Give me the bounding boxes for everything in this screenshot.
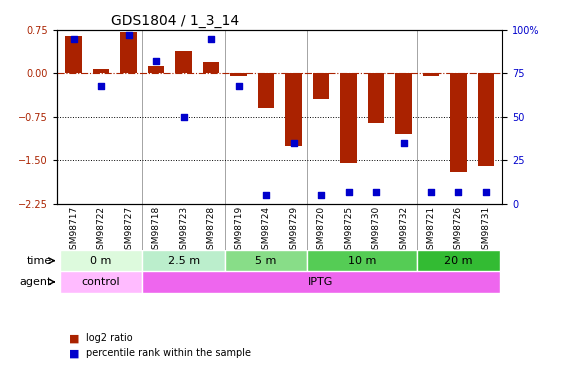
Point — [207, 36, 216, 42]
Text: GSM98731: GSM98731 — [481, 206, 490, 255]
Text: GSM98726: GSM98726 — [454, 206, 463, 255]
Text: 5 m: 5 m — [255, 256, 277, 266]
Text: percentile rank within the sample: percentile rank within the sample — [86, 348, 251, 358]
Text: GSM98722: GSM98722 — [96, 206, 106, 255]
Text: 2.5 m: 2.5 m — [167, 256, 200, 266]
Bar — [93, 69, 109, 74]
Bar — [65, 36, 82, 74]
Bar — [451, 74, 467, 172]
Text: 20 m: 20 m — [444, 256, 473, 266]
Point — [234, 82, 243, 88]
Text: GSM98717: GSM98717 — [69, 206, 78, 255]
Text: GSM98720: GSM98720 — [316, 206, 325, 255]
Text: GSM98719: GSM98719 — [234, 206, 243, 255]
Point — [179, 114, 188, 120]
Text: GSM98728: GSM98728 — [207, 206, 216, 255]
FancyBboxPatch shape — [307, 250, 417, 271]
FancyBboxPatch shape — [417, 250, 500, 271]
Text: ■: ■ — [69, 333, 79, 343]
Text: agent: agent — [19, 277, 51, 287]
Bar — [120, 32, 137, 74]
Bar — [148, 66, 164, 74]
Text: GSM98729: GSM98729 — [289, 206, 298, 255]
Point — [124, 32, 133, 38]
Bar — [313, 74, 329, 99]
Point — [96, 82, 106, 88]
Text: IPTG: IPTG — [308, 277, 333, 287]
Text: GSM98727: GSM98727 — [124, 206, 133, 255]
Point — [262, 192, 271, 198]
Text: GDS1804 / 1_3_14: GDS1804 / 1_3_14 — [111, 13, 239, 28]
FancyBboxPatch shape — [225, 250, 307, 271]
Text: GSM98723: GSM98723 — [179, 206, 188, 255]
FancyBboxPatch shape — [60, 250, 142, 271]
Text: 0 m: 0 m — [90, 256, 112, 266]
Point — [372, 189, 381, 195]
Text: GSM98725: GSM98725 — [344, 206, 353, 255]
Bar — [368, 74, 384, 123]
Text: time: time — [26, 256, 51, 266]
Text: GSM98718: GSM98718 — [151, 206, 160, 255]
Bar — [258, 74, 274, 108]
Point — [316, 192, 325, 198]
FancyBboxPatch shape — [142, 250, 225, 271]
Text: ■: ■ — [69, 348, 79, 358]
Bar — [175, 51, 192, 74]
Point — [399, 140, 408, 146]
Bar — [395, 74, 412, 134]
Bar — [423, 74, 439, 76]
Text: GSM98732: GSM98732 — [399, 206, 408, 255]
Bar — [203, 62, 219, 74]
FancyBboxPatch shape — [142, 271, 500, 292]
Point — [69, 36, 78, 42]
Text: GSM98721: GSM98721 — [427, 206, 436, 255]
Text: 10 m: 10 m — [348, 256, 376, 266]
Point — [454, 189, 463, 195]
Bar — [286, 74, 302, 146]
Point — [344, 189, 353, 195]
Text: GSM98730: GSM98730 — [372, 206, 380, 255]
Point — [481, 189, 490, 195]
Text: control: control — [82, 277, 120, 287]
Bar — [230, 74, 247, 76]
Bar — [340, 74, 357, 163]
Point — [427, 189, 436, 195]
Point — [289, 140, 298, 146]
Text: log2 ratio: log2 ratio — [86, 333, 132, 343]
Bar — [478, 74, 494, 166]
FancyBboxPatch shape — [60, 271, 142, 292]
Text: GSM98724: GSM98724 — [262, 206, 271, 255]
Point — [151, 58, 160, 64]
